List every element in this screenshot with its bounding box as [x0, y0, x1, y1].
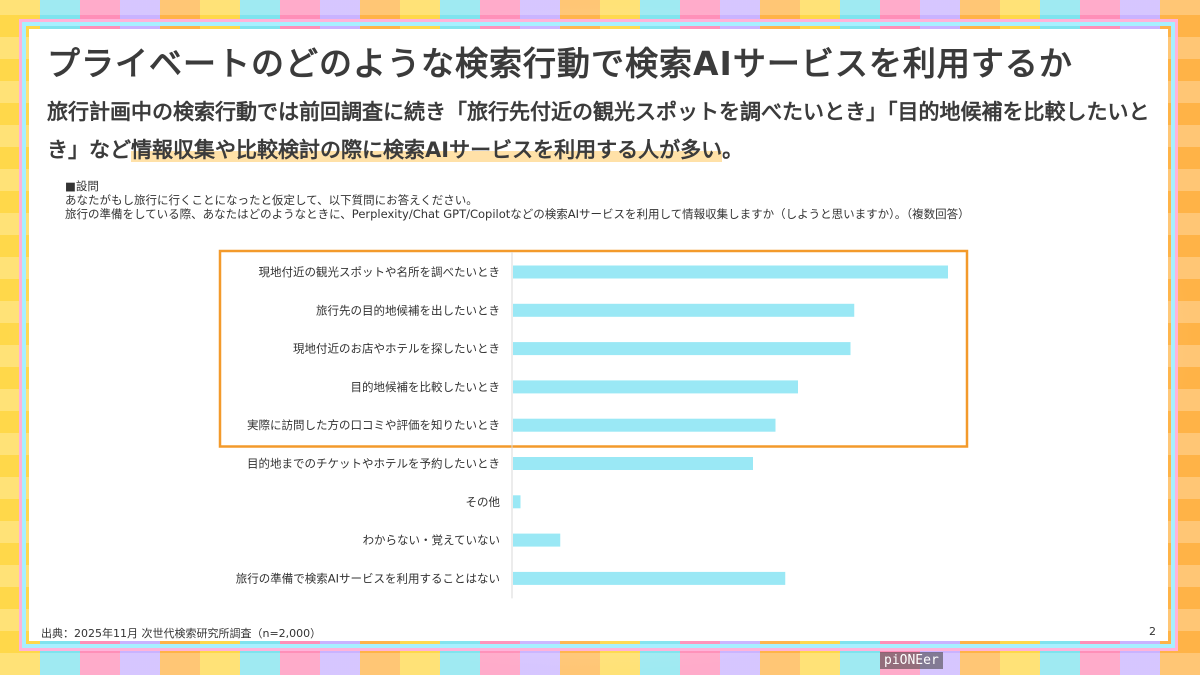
bar	[513, 303, 855, 317]
horizontal-bar-chart: 現地付近の観光スポットや名所を調べたいとき旅行先の目的地候補を出したいとき現地付…	[218, 249, 969, 599]
slide-subtitle: 旅行計画中の検索行動では前回調査に続き「旅行先付近の観光スポットを調べたいとき」…	[47, 93, 1157, 169]
category-label: 実際に訪問した方の口コミや評価を知りたいとき	[247, 418, 500, 432]
bar	[513, 495, 521, 509]
bar	[513, 571, 786, 585]
page-number: 2	[1149, 625, 1156, 638]
survey-question: ■設問 あなたがもし旅行に行くことになったと仮定して、以下質問にお答えください。…	[65, 179, 1145, 221]
question-line-2: 旅行の準備をしている際、あなたはどのようなときに、Perplexity/Chat…	[65, 207, 970, 221]
question-line-1: あなたがもし旅行に行くことになったと仮定して、以下質問にお答えください。	[65, 193, 478, 207]
category-label: 目的地までのチケットやホテルを予約したいとき	[247, 457, 500, 471]
bar	[513, 418, 776, 432]
subtitle-highlight: 情報収集や比較検討の際に検索AIサービスを利用する人が多い	[131, 138, 723, 162]
category-label: その他	[466, 495, 501, 509]
slide-panel: プライベートのどのような検索行動で検索AIサービスを利用するか 旅行計画中の検索…	[25, 25, 1172, 645]
bar	[513, 457, 753, 470]
bar	[513, 533, 561, 547]
category-label: 目的地候補を比較したいとき	[351, 380, 501, 394]
category-label: 現地付近のお店やホテルを探したいとき	[293, 342, 500, 356]
category-label: 旅行の準備で検索AIサービスを利用することはない	[236, 571, 500, 585]
category-label: わからない・覚えていない	[363, 533, 500, 547]
source-footer: 出典：2025年11月 次世代検索研究所調査（n=2,000）	[41, 627, 322, 640]
bar	[513, 265, 948, 279]
category-label: 旅行先の目的地候補を出したいとき	[316, 303, 500, 317]
brand-logo: piONEer	[880, 652, 943, 669]
slide-title: プライベートのどのような検索行動で検索AIサービスを利用するか	[47, 44, 1073, 83]
highlight-box	[218, 249, 969, 448]
bar	[513, 342, 851, 356]
subtitle-end: 。	[722, 138, 744, 162]
bar	[513, 380, 798, 394]
subtitle-text: 旅行計画中の検索行動では前回調査に続き「旅行先付近の観光スポットを調べたいとき」…	[47, 100, 1150, 162]
question-heading: ■設問	[65, 179, 99, 193]
category-label: 現地付近の観光スポットや名所を調べたいとき	[259, 265, 501, 279]
